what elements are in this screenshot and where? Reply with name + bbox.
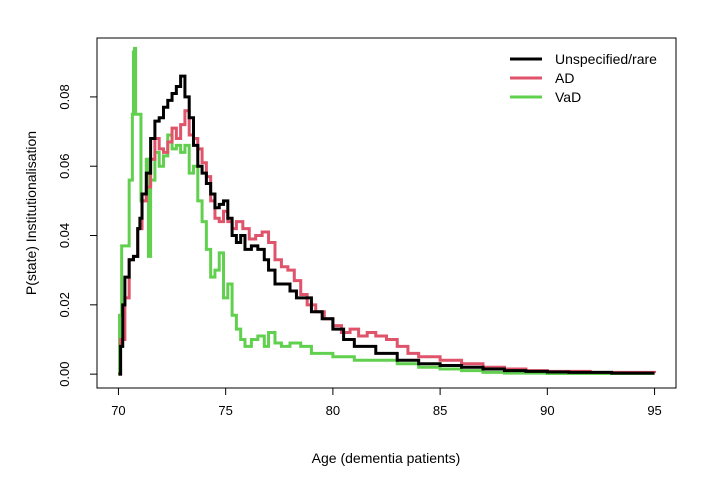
x-axis: 70 75 80 85 90 95 (111, 387, 662, 418)
legend-label-unspecified: Unspecified/rare (555, 51, 657, 67)
x-tick-label-80: 80 (326, 403, 340, 418)
x-axis-title: Age (dementia patients) (312, 450, 461, 466)
y-axis: 0.00 0.02 0.04 0.06 0.08 (57, 84, 98, 387)
legend-label-vad: VaD (555, 89, 581, 105)
y-tick-label-1: 0.02 (57, 292, 72, 317)
y-tick-label-0: 0.00 (57, 361, 72, 386)
x-tick-label-75: 75 (218, 403, 232, 418)
x-tick-label-70: 70 (111, 403, 125, 418)
legend: Unspecified/rare AD VaD (510, 51, 657, 105)
x-tick-label-95: 95 (647, 403, 661, 418)
series-layer (118, 46, 657, 376)
y-tick-label-2: 0.04 (57, 223, 72, 248)
legend-label-ad: AD (555, 70, 574, 86)
series-line-unspecified (118, 74, 655, 376)
series-line-vad (118, 46, 655, 376)
y-tick-label-3: 0.06 (57, 154, 72, 179)
y-tick-label-4: 0.08 (57, 84, 72, 109)
x-tick-label-85: 85 (433, 403, 447, 418)
series-line-ad (118, 109, 657, 376)
y-axis-title: P(state) Institutionalisation (23, 131, 39, 295)
x-tick-label-90: 90 (540, 403, 554, 418)
